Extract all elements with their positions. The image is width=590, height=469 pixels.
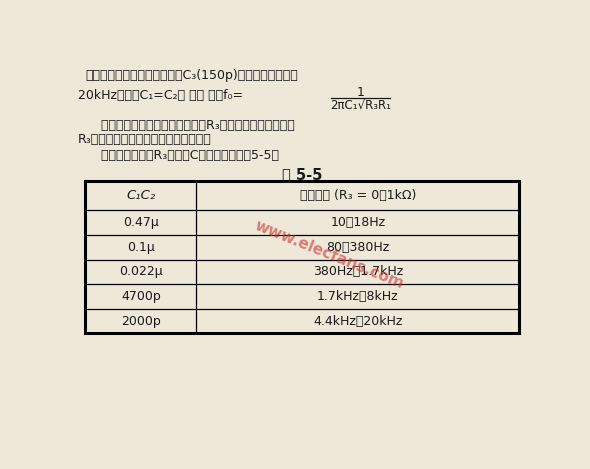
Text: 振荡频率和电阵R₃、电容C的关系可参见表5-5。: 振荡频率和电阵R₃、电容C的关系可参见表5-5。 xyxy=(86,149,280,162)
Text: 10～18Hz: 10～18Hz xyxy=(330,216,385,229)
Text: 4700p: 4700p xyxy=(121,290,160,303)
Text: 0.022μ: 0.022μ xyxy=(119,265,163,279)
Text: 20kHz，如果C₁=C₂， 中心 频率f₀=: 20kHz，如果C₁=C₂， 中心 频率f₀= xyxy=(78,89,242,102)
Text: 表 5-5: 表 5-5 xyxy=(282,167,323,182)
Text: 图中带通滤波器的增益与带宽和R₃的变化无关，所以改变: 图中带通滤波器的增益与带宽和R₃的变化无关，所以改变 xyxy=(86,120,295,132)
Text: 2000p: 2000p xyxy=(121,315,160,328)
Text: 2πC₁√R₃R₁: 2πC₁√R₃R₁ xyxy=(330,99,391,113)
Text: 0.47μ: 0.47μ xyxy=(123,216,159,229)
Text: www.elecfans.com: www.elecfans.com xyxy=(253,218,407,292)
Text: R₃只改变振荡频率，而输出电平不变。: R₃只改变振荡频率，而输出电平不变。 xyxy=(78,133,211,146)
Text: 1.7kHz～8kHz: 1.7kHz～8kHz xyxy=(317,290,399,303)
Text: C₁C₂: C₁C₂ xyxy=(126,189,155,202)
Text: 频率范围 (R₃ = 0～1kΩ): 频率范围 (R₃ = 0～1kΩ) xyxy=(300,189,416,202)
Text: 图中由于加有正反馈补偿电容C₃(150p)，振荡频率可高达: 图中由于加有正反馈补偿电容C₃(150p)，振荡频率可高达 xyxy=(86,68,298,82)
Text: 1: 1 xyxy=(356,85,365,98)
Text: 380Hz～1.7kHz: 380Hz～1.7kHz xyxy=(313,265,403,279)
Text: 80～380Hz: 80～380Hz xyxy=(326,241,389,254)
Text: 0.1μ: 0.1μ xyxy=(127,241,155,254)
Text: 4.4kHz～20kHz: 4.4kHz～20kHz xyxy=(313,315,402,328)
